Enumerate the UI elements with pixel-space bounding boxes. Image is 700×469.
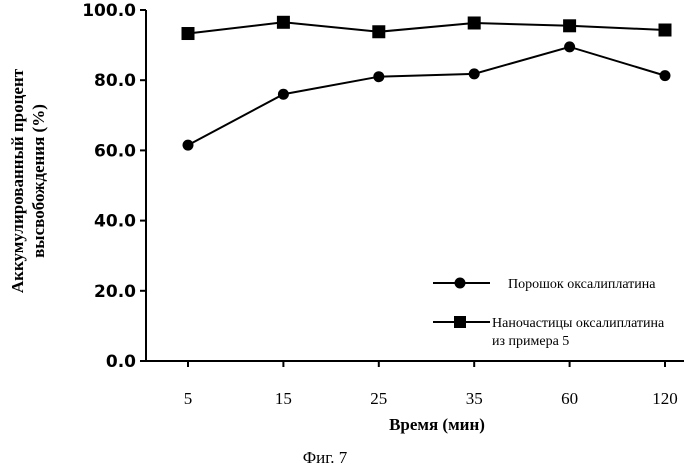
- y-tick-label: 0.0: [106, 352, 136, 372]
- y-tick-label: 20.0: [94, 282, 136, 302]
- data-point-circle: [183, 140, 194, 151]
- x-tick-label: 15: [275, 389, 292, 408]
- data-point-square: [182, 27, 195, 40]
- series-layer: [182, 16, 672, 151]
- data-point-circle: [564, 41, 575, 52]
- data-point-circle: [469, 68, 480, 79]
- legend-entry-nanoparticles: Наночастицы оксалиплатина из примера 5: [433, 316, 665, 349]
- legend-marker-square: [454, 316, 466, 328]
- data-point-square: [563, 19, 576, 32]
- y-tick-label: 40.0: [94, 212, 136, 232]
- data-point-circle: [373, 71, 384, 82]
- x-tick-label: 60: [561, 389, 578, 408]
- legend-label-powder: Порошок оксалиплатина: [508, 277, 656, 292]
- series-line-1: [188, 22, 665, 33]
- data-point-square: [659, 24, 672, 37]
- x-tick-label: 35: [466, 389, 483, 408]
- y-axis-ticks: 0.0 20.0 40.0 60.0 80.0 100.0: [82, 1, 146, 372]
- y-tick-label: 60.0: [94, 141, 136, 161]
- legend-label-nanoparticles-line-1: Наночастицы оксалиплатина: [492, 316, 665, 331]
- y-axis-title-line-2: высвобождения (%): [29, 104, 48, 258]
- y-tick-label: 100.0: [82, 1, 136, 21]
- data-point-circle: [278, 89, 289, 100]
- series-line-0: [188, 47, 665, 145]
- x-tick-label: 120: [652, 389, 678, 408]
- legend: Порошок оксалиплатина Наночастицы оксали…: [433, 277, 665, 349]
- y-tick-label: 80.0: [94, 71, 136, 91]
- data-point-circle: [660, 70, 671, 81]
- data-point-square: [372, 25, 385, 38]
- legend-marker-circle: [455, 278, 466, 289]
- data-point-square: [277, 16, 290, 29]
- figure-caption: Фиг. 7: [303, 448, 348, 467]
- data-point-square: [468, 16, 481, 29]
- x-tick-label: 5: [184, 389, 193, 408]
- legend-label-nanoparticles-line-2: из примера 5: [492, 334, 569, 349]
- x-tick-label: 25: [370, 389, 387, 408]
- x-axis-ticks: 5 15 25 35 60 120: [184, 361, 678, 408]
- legend-entry-powder: Порошок оксалиплатина: [433, 277, 656, 292]
- x-axis-title: Время (мин): [389, 415, 485, 434]
- y-axis-title: Аккумулированный процент высвобождения (…: [8, 68, 48, 293]
- y-axis-title-line-1: Аккумулированный процент: [8, 68, 27, 293]
